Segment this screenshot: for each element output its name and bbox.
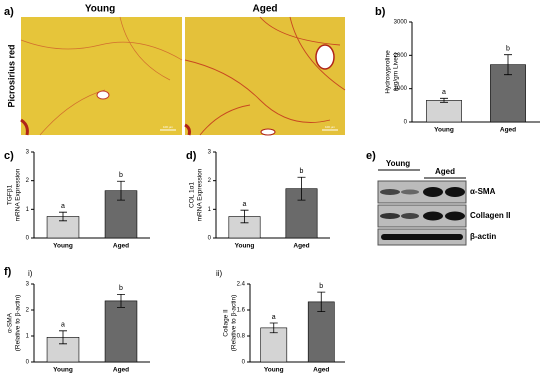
y-tick-label: 3 <box>26 282 30 288</box>
panel-label: c) <box>4 150 14 162</box>
significance-letter: a <box>61 322 65 329</box>
y-tick-label: 1 <box>26 207 30 213</box>
y-tick-label: 1000 <box>394 86 408 92</box>
y-axis-label: Collage II <box>223 309 230 337</box>
error-bar <box>240 209 249 224</box>
error-bar <box>297 176 306 201</box>
y-axis-label: TGFβ1 <box>7 184 14 205</box>
y-axis-label: Hydroxyproline <box>385 50 392 94</box>
y-tick-label: 2 <box>208 178 212 184</box>
panel-label: d) <box>186 150 197 162</box>
x-tick-label: Young <box>53 243 73 250</box>
y-tick-label: 2 <box>26 178 30 184</box>
protein-label: Collagen II <box>470 211 510 220</box>
error-bar <box>504 54 512 76</box>
group-label: Young <box>386 159 410 168</box>
significance-letter: a <box>243 201 247 208</box>
panel-label: e) <box>366 150 376 162</box>
significance-letter: a <box>61 203 65 210</box>
significance-letter: b <box>119 285 123 292</box>
panel-label: b) <box>375 6 386 18</box>
y-tick-label: 2000 <box>394 53 408 59</box>
significance-letter: b <box>119 172 123 179</box>
western-blot <box>377 180 467 246</box>
y-axis-label: (Relative to β-actin) <box>231 295 238 351</box>
error-bar <box>317 291 326 313</box>
error-bar <box>59 330 67 345</box>
protein-label: β-actin <box>470 232 496 241</box>
x-tick-label: Aged <box>113 367 129 374</box>
y-axis-label: (μg/gm Liver) <box>393 53 400 91</box>
x-tick-label: Young <box>264 367 284 374</box>
error-bar <box>117 294 125 308</box>
x-tick-label: Young <box>434 127 454 134</box>
protein-label: α-SMA <box>470 187 496 196</box>
y-axis-label: (Relative to β-actin) <box>15 295 22 351</box>
scale-label: 100 μm <box>163 125 174 129</box>
y-tick-label: 1 <box>26 334 30 340</box>
panel-label: ii) <box>216 269 223 278</box>
x-tick-label: Young <box>235 243 255 250</box>
y-tick-label: 0 <box>242 360 246 366</box>
significance-letter: a <box>272 314 276 321</box>
x-tick-label: Aged <box>293 243 309 250</box>
micrograph-aged: 100 μm <box>184 16 346 136</box>
significance-letter: a <box>442 89 446 96</box>
group-label: Aged <box>435 167 455 176</box>
y-tick-label: 0 <box>26 236 30 242</box>
image-title: Young <box>85 4 115 15</box>
image-title: Aged <box>253 4 278 15</box>
y-axis-label: mRNA Expression <box>15 168 22 221</box>
y-tick-label: 0.8 <box>237 334 246 340</box>
significance-letter: b <box>506 46 510 53</box>
error-bar <box>117 180 125 201</box>
error-bar <box>440 97 448 103</box>
y-tick-label: 2.4 <box>237 282 246 288</box>
y-tick-label: 3 <box>208 150 212 156</box>
error-bar <box>59 211 67 222</box>
y-axis-label: COL 1α1 <box>189 182 196 208</box>
y-tick-label: 0 <box>208 236 212 242</box>
x-tick-label: Young <box>53 367 73 374</box>
y-tick-label: 0 <box>26 360 30 366</box>
y-tick-label: 1.6 <box>237 308 246 314</box>
y-tick-label: 0 <box>404 120 408 126</box>
x-tick-label: Aged <box>113 243 129 250</box>
x-tick-label: Aged <box>500 127 516 134</box>
micrograph-young: 100 μm <box>20 16 183 136</box>
x-tick-label: Aged <box>313 367 329 374</box>
significance-letter: b <box>319 283 323 290</box>
panel-label: f) <box>4 266 12 278</box>
error-bar <box>269 322 278 334</box>
scale-label: 100 μm <box>325 125 336 129</box>
stain-label: Picrosirius red <box>6 44 16 107</box>
y-tick-label: 2 <box>26 308 30 314</box>
y-tick-label: 1 <box>208 207 212 213</box>
y-tick-label: 3000 <box>394 20 408 26</box>
panel-label: a) <box>4 6 14 18</box>
bar <box>426 100 462 123</box>
bar <box>104 300 138 363</box>
significance-letter: b <box>300 168 304 175</box>
y-axis-label: mRNA Expression <box>197 168 204 221</box>
y-tick-label: 3 <box>26 150 30 156</box>
panel-label: i) <box>28 269 33 278</box>
y-axis-label: α-SMA <box>7 312 14 333</box>
